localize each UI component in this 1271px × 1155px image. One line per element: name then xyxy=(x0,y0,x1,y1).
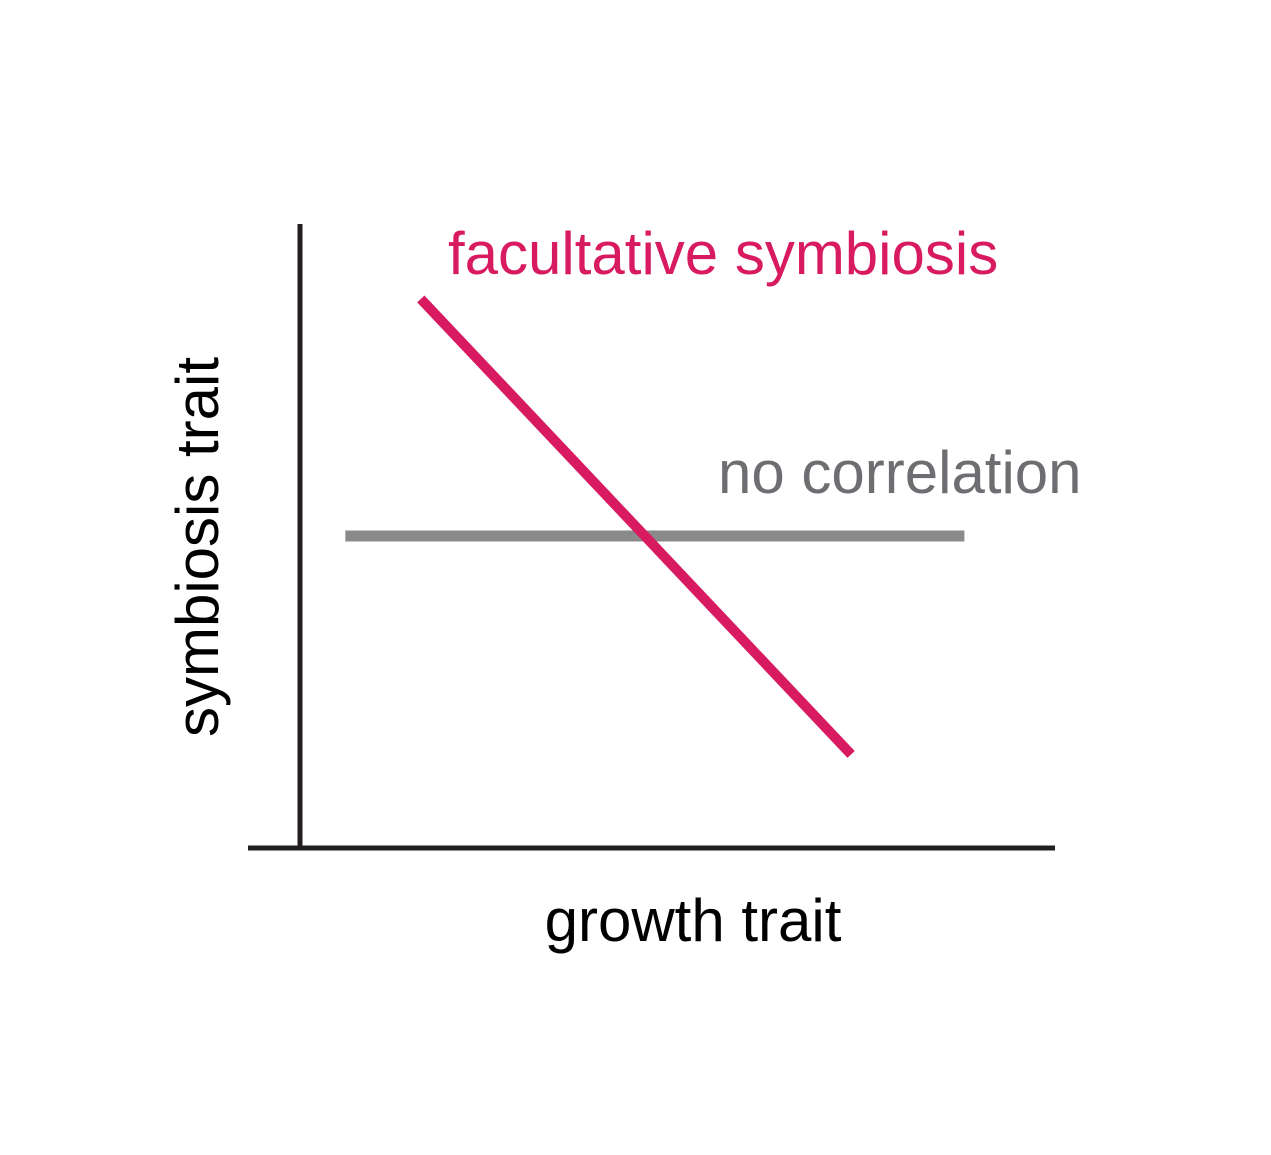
axes xyxy=(248,224,1055,851)
x-axis-label: growth trait xyxy=(545,887,842,954)
series-label-no-correlation: no correlation xyxy=(718,439,1082,506)
y-axis-label: symbiosis trait xyxy=(164,357,231,737)
series-line-facultative-symbiosis xyxy=(417,295,855,758)
series-label-facultative-symbiosis: facultative symbiosis xyxy=(448,220,998,287)
series-layer xyxy=(345,295,965,758)
